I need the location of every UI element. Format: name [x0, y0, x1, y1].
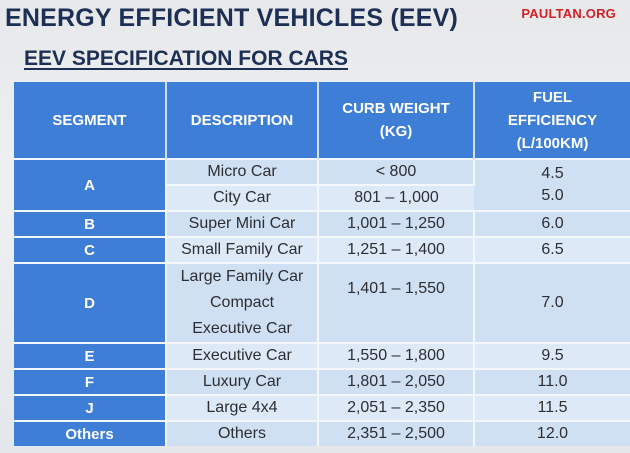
weight-cell: 1,550 – 1,800	[318, 342, 475, 369]
header-description-label: DESCRIPTION	[190, 111, 294, 129]
header-fuel-line1: FUEL	[532, 88, 573, 106]
description-line: Large Family Car	[180, 268, 304, 285]
weight-cell: 1,001 – 1,250	[318, 210, 475, 237]
description-cell: Super Mini Car	[166, 210, 319, 237]
segment-cell: Others	[14, 420, 167, 446]
description-line: Compact	[209, 294, 275, 311]
eev-spec-table: SEGMENT DESCRIPTION CURB WEIGHT (KG) FUE…	[14, 82, 630, 446]
description-cell: Large 4x4	[166, 394, 319, 421]
header-fuel-efficiency: FUEL EFFICIENCY (L/100KM)	[474, 82, 630, 159]
description-cell: Others	[166, 420, 319, 446]
description-line: Executive Car	[192, 320, 292, 337]
table-row: Others Others 2,351 – 2,500 12.0	[14, 420, 630, 446]
weight-cell: < 800	[318, 158, 475, 185]
segment-cell: D	[14, 262, 167, 343]
table-row: E Executive Car 1,550 – 1,800 9.5	[14, 342, 630, 369]
weight-cell: 2,051 – 2,350	[318, 394, 475, 421]
header-curb-weight-line2: (KG)	[379, 123, 413, 140]
header-curb-weight: CURB WEIGHT (KG)	[318, 82, 475, 159]
header-fuel-line2: EFFICIENCY	[507, 111, 598, 129]
table-row: F Luxury Car 1,801 – 2,050 11.0	[14, 368, 630, 395]
table-row: C Small Family Car 1,251 – 1,400 6.5	[14, 236, 630, 263]
table-header-row: SEGMENT DESCRIPTION CURB WEIGHT (KG) FUE…	[14, 82, 630, 159]
description-cell: Micro Car	[166, 158, 319, 185]
segment-cell: F	[14, 368, 167, 395]
slide-subtitle: EEV SPECIFICATION FOR CARS	[24, 47, 348, 70]
fuel-cell: 6.0	[474, 210, 630, 237]
description-cell: Luxury Car	[166, 368, 319, 395]
weight-cell: 2,351 – 2,500	[318, 420, 475, 446]
fuel-cell: 11.5	[474, 394, 630, 421]
watermark: PAULTAN.ORG	[521, 6, 616, 21]
table-row: D Large Family Car Compact Executive Car…	[14, 262, 630, 343]
header-description: DESCRIPTION	[166, 82, 319, 159]
weight-cell: 801 – 1,000	[318, 184, 474, 211]
segment-cell: E	[14, 342, 167, 369]
table-row: City Car 801 – 1,000	[14, 184, 630, 211]
fuel-cell: 6.5	[474, 236, 630, 263]
fuel-cell: 7.0	[474, 262, 630, 343]
description-cell: City Car	[166, 184, 319, 211]
weight-cell: 1,401 – 1,550	[318, 262, 475, 343]
segment-cell: A	[14, 158, 167, 211]
fuel-cell: 12.0	[474, 420, 630, 446]
header-fuel-line3: (L/100KM)	[516, 134, 589, 152]
segment-cell: C	[14, 236, 167, 263]
fuel-value: 4.5	[541, 165, 564, 182]
fuel-cell: 4.5 5.0	[474, 158, 630, 211]
description-cell: Executive Car	[166, 342, 319, 369]
weight-cell: 1,251 – 1,400	[318, 236, 475, 263]
header-curb-weight-line1: CURB WEIGHT	[342, 100, 450, 117]
slide-title: ENERGY EFFICIENT VEHICLES (EEV)	[5, 4, 459, 32]
fuel-cell: 11.0	[474, 368, 630, 395]
table-row: A Micro Car < 800 4.5 5.0	[14, 158, 630, 211]
segment-cell: J	[14, 394, 167, 421]
fuel-value: 5.0	[541, 187, 564, 204]
table-row: B Super Mini Car 1,001 – 1,250 6.0	[14, 210, 630, 237]
weight-cell: 1,801 – 2,050	[318, 368, 475, 395]
header-segment: SEGMENT	[14, 82, 167, 159]
description-cell: Large Family Car Compact Executive Car	[166, 262, 319, 343]
table-row: J Large 4x4 2,051 – 2,350 11.5	[14, 394, 630, 421]
header-segment-label: SEGMENT	[52, 111, 127, 129]
segment-cell: B	[14, 210, 167, 237]
fuel-cell: 9.5	[474, 342, 630, 369]
description-cell: Small Family Car	[166, 236, 319, 263]
